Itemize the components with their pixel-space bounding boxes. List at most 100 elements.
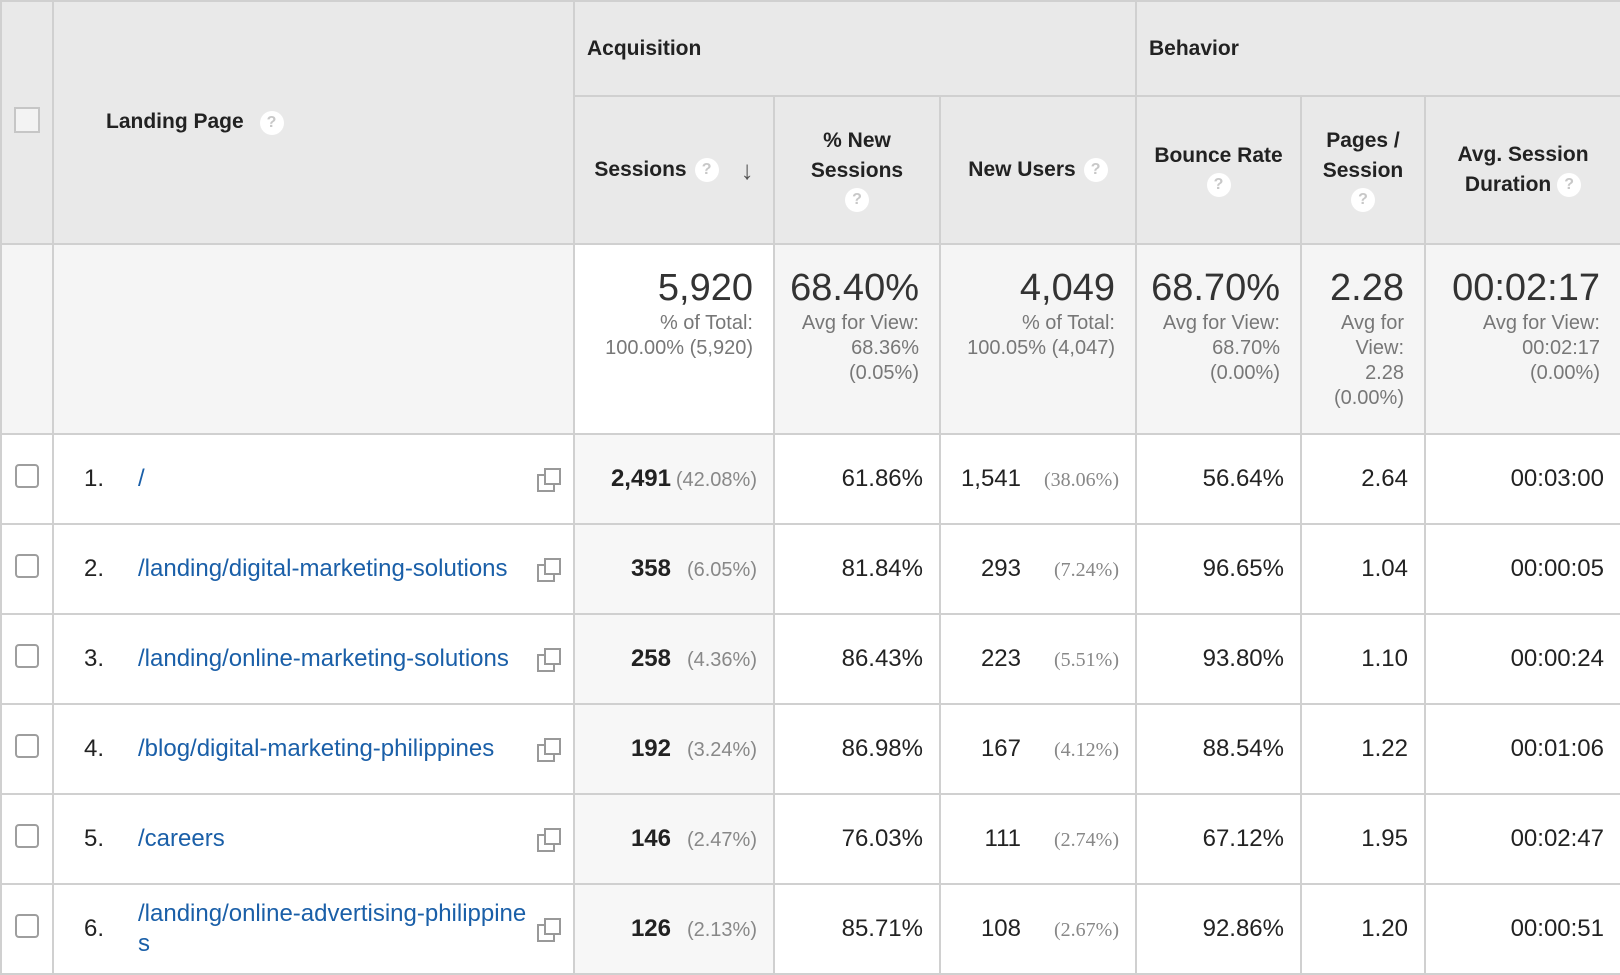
help-icon[interactable]: ? xyxy=(694,158,719,182)
row-checkbox-cell xyxy=(0,433,54,525)
landing-page-cell: 4. /blog/digital-marketing-philippines xyxy=(52,703,575,795)
sessions-cell: 258 (4.36%) xyxy=(573,613,775,705)
avg-duration-cell: 00:03:00 xyxy=(1424,433,1620,525)
new-users-value: 108 xyxy=(980,915,1021,942)
row-checkbox-cell xyxy=(0,523,54,615)
sessions-percent: (3.24%) xyxy=(686,739,757,761)
bounce-rate-cell: 67.12% xyxy=(1135,793,1302,885)
sessions-value: 258 xyxy=(630,645,671,672)
avg-duration-header[interactable]: Avg. Session Duration ? xyxy=(1424,95,1620,245)
new-users-value: 1,541 xyxy=(960,465,1021,492)
row-checkbox-cell xyxy=(0,793,54,885)
bounce-rate-cell: 92.86% xyxy=(1135,883,1302,975)
totals-pages-session-note-4: (0.00%) xyxy=(1333,387,1404,409)
select-all-checkbox[interactable] xyxy=(14,106,40,133)
totals-pages-session-note-2: View: xyxy=(1355,337,1404,359)
new-users-percent: (7.24%) xyxy=(1054,559,1119,581)
sessions-cell: 2,491 (42.08%) xyxy=(573,433,775,525)
landing-page-link[interactable]: / xyxy=(138,465,145,492)
external-link-icon[interactable] xyxy=(537,648,561,672)
sessions-cell: 192 (3.24%) xyxy=(573,703,775,795)
totals-bounce-rate-note-1: Avg for View: xyxy=(1162,312,1280,334)
row-checkbox[interactable] xyxy=(15,733,39,758)
landing-page-cell: 2. /landing/digital-marketing-solutions xyxy=(52,523,575,615)
new-users-header-label: New Users xyxy=(968,158,1076,181)
external-link-icon[interactable] xyxy=(537,468,561,492)
row-rank: 2. xyxy=(84,555,105,582)
totals-new-users-note-2: 100.05% (4,047) xyxy=(967,337,1115,359)
totals-bounce-rate-note-2: 68.70% xyxy=(1212,337,1280,359)
help-icon[interactable]: ? xyxy=(845,188,869,212)
row-checkbox[interactable] xyxy=(15,553,39,578)
behavior-group-header: Behavior xyxy=(1135,0,1620,97)
totals-avg-duration-note-3: (0.00%) xyxy=(1529,362,1600,384)
avg-duration-header-label-2-text: Duration xyxy=(1464,173,1552,196)
table-row: 4. /blog/digital-marketing-philippines 1… xyxy=(0,703,1620,795)
sessions-percent: (6.05%) xyxy=(686,559,757,581)
avg-duration-header-label-1: Avg. Session xyxy=(1457,143,1589,166)
new-sessions-cell: 81.84% xyxy=(773,523,941,615)
pages-session-cell: 1.04 xyxy=(1300,523,1426,615)
help-icon[interactable]: ? xyxy=(1083,158,1108,182)
totals-new-users: 4,049 % of Total: 100.05% (4,047) xyxy=(939,243,1137,435)
totals-new-users-value: 4,049 xyxy=(1019,267,1115,309)
avg-duration-header-label-2: Duration ? xyxy=(1464,172,1582,198)
sessions-header-label: Sessions xyxy=(594,158,687,181)
new-users-cell: 167 (4.12%) xyxy=(939,703,1137,795)
row-checkbox[interactable] xyxy=(15,643,39,668)
totals-bounce-rate: 68.70% Avg for View: 68.70% (0.00%) xyxy=(1135,243,1302,435)
pages-session-cell: 2.64 xyxy=(1300,433,1426,525)
new-sessions-header-label-1: % New xyxy=(823,129,891,152)
bounce-rate-cell: 96.65% xyxy=(1135,523,1302,615)
totals-new-sessions-note-2: 68.36% xyxy=(851,337,919,359)
landing-page-cell: 1. / xyxy=(52,433,575,525)
row-rank: 4. xyxy=(84,735,105,762)
new-users-percent: (5.51%) xyxy=(1054,649,1119,671)
external-link-icon[interactable] xyxy=(537,918,561,942)
help-icon[interactable]: ? xyxy=(259,110,284,135)
new-users-value: 223 xyxy=(980,645,1021,672)
sort-descending-icon[interactable]: ↓ xyxy=(740,155,754,185)
row-checkbox[interactable] xyxy=(15,463,39,488)
row-checkbox-cell xyxy=(0,703,54,795)
help-icon[interactable]: ? xyxy=(1351,188,1375,212)
landing-page-link[interactable]: /landing/digital-marketing-solutions xyxy=(138,555,508,582)
landing-page-link[interactable]: /landing/online-marketing-solutions xyxy=(138,645,509,672)
external-link-icon[interactable] xyxy=(537,558,561,582)
landing-page-link[interactable]: /careers xyxy=(138,825,225,852)
help-icon[interactable]: ? xyxy=(1557,173,1582,198)
landing-page-link[interactable]: /blog/digital-marketing-philippines xyxy=(138,735,495,762)
sessions-header[interactable]: Sessions ? ↓ xyxy=(573,95,775,245)
totals-bounce-rate-note-3: (0.00%) xyxy=(1209,362,1280,384)
new-sessions-cell: 61.86% xyxy=(773,433,941,525)
sessions-value: 146 xyxy=(630,825,671,852)
new-users-value: 111 xyxy=(984,825,1021,852)
new-sessions-header[interactable]: % New Sessions ? xyxy=(773,95,941,245)
acquisition-group-header: Acquisition xyxy=(573,0,1137,97)
totals-avg-duration-value: 00:02:17 xyxy=(1452,267,1600,309)
landing-page-header-label: Landing Page xyxy=(106,110,244,134)
landing-page-link[interactable]: /landing/online-advertising-philippines xyxy=(138,900,527,957)
external-link-icon[interactable] xyxy=(537,828,561,852)
avg-duration-cell: 00:00:51 xyxy=(1424,883,1620,975)
new-users-header[interactable]: New Users ? xyxy=(939,95,1137,245)
row-rank: 5. xyxy=(84,825,105,852)
row-checkbox[interactable] xyxy=(15,823,39,848)
totals-new-sessions-value: 68.40% xyxy=(790,267,919,309)
new-users-percent: (4.12%) xyxy=(1054,739,1119,761)
sessions-cell: 146 (2.47%) xyxy=(573,793,775,885)
totals-sessions-value: 5,920 xyxy=(657,267,753,309)
new-users-value: 167 xyxy=(980,735,1021,762)
landing-page-cell: 3. /landing/online-marketing-solutions xyxy=(52,613,575,705)
sessions-percent: (2.47%) xyxy=(686,829,757,851)
bounce-rate-header[interactable]: Bounce Rate ? xyxy=(1135,95,1302,245)
help-icon[interactable]: ? xyxy=(1206,173,1231,197)
landing-page-header[interactable]: Landing Page ? xyxy=(52,0,575,245)
new-users-value: 293 xyxy=(980,555,1021,582)
totals-pages-session-note-3: 2.28 xyxy=(1365,362,1404,384)
external-link-icon[interactable] xyxy=(537,738,561,762)
sessions-value: 2,491 xyxy=(610,465,671,492)
pages-session-header[interactable]: Pages / Session ? xyxy=(1300,95,1426,245)
pages-session-cell: 1.95 xyxy=(1300,793,1426,885)
